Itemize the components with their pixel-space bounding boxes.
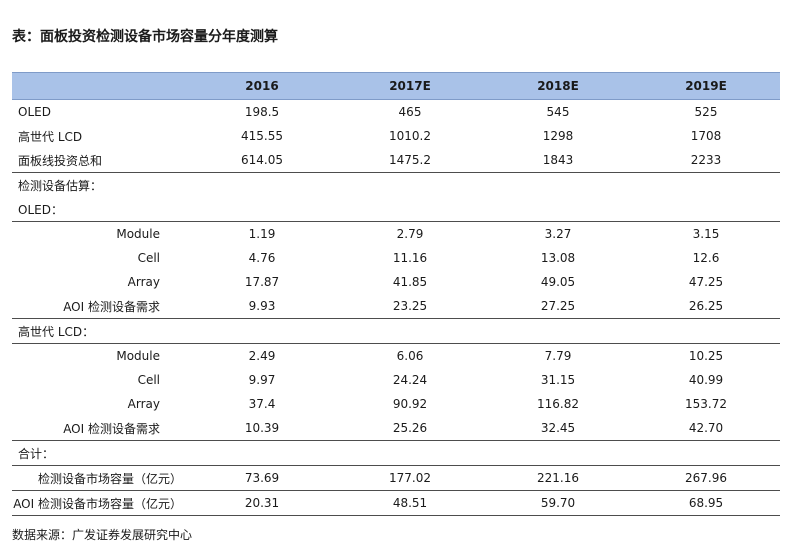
cell-value: 465 [398,105,422,119]
row-label: 高世代 LCD [18,129,83,144]
header-label-cell [12,72,188,100]
cell-value: 2.49 [188,343,336,368]
cell-value: 31.15 [540,373,576,387]
cell-value: 7.79 [484,343,632,368]
table-row: AOI 检测设备需求 9.93 23.25 27.25 26.25 [12,294,780,319]
cell-value: 17.87 [244,275,280,289]
table-row: Cell 4.76 11.16 13.08 12.6 [12,246,780,270]
cell-value: 11.16 [392,251,428,265]
cell-value: 1475.2 [389,153,431,167]
header-year: 2016 [188,72,336,100]
cell-value: 27.25 [540,299,576,313]
header-row: 2016 2017E 2018E 2019E [12,72,780,100]
total-heading: 合计： [12,440,780,466]
cell-value: 20.31 [188,490,336,516]
table-row: AOI 检测设备市场容量（亿元） 20.31 48.51 59.70 68.95 [12,490,780,516]
cell-value: 2.79 [336,221,484,246]
row-label: AOI 检测设备需求 [63,421,160,436]
table-row: Array 37.4 90.92 116.82 153.72 [12,392,780,416]
capacity-table: 2016 2017E 2018E 2019E OLED 198.5 465 54… [12,72,780,516]
cell-value: 221.16 [484,465,632,491]
data-source-note: 数据来源：广发证券发展研究中心 [12,528,193,542]
header-year: 2019E [632,72,780,100]
section-heading-row: 合计： [12,440,780,466]
cell-value: 1.19 [188,221,336,246]
cell-value: 68.95 [632,490,780,516]
table-row: Module 1.19 2.79 3.27 3.15 [12,221,780,246]
table-row: OLED 198.5 465 545 525 [12,100,780,125]
cell-value: 90.92 [392,397,428,411]
cell-value: 614.05 [241,153,283,167]
table-row: 高世代 LCD 415.55 1010.2 1298 1708 [12,124,780,148]
oled-heading: OLED： [18,202,63,217]
cell-value: 41.85 [392,275,428,289]
cell-value: 1843 [542,153,574,167]
cell-value: 525 [694,105,718,119]
cell-value: 13.08 [540,251,576,265]
row-label: Module [12,221,188,246]
cell-value: 73.69 [188,465,336,491]
row-label: AOI 检测设备需求 [63,299,160,314]
section-heading-row: 检测设备估算： [12,172,780,197]
row-label: AOI 检测设备市场容量（亿元） [12,490,188,516]
cell-value: 116.82 [537,397,579,411]
cell-value: 1708 [690,129,722,143]
cell-value: 37.4 [248,397,276,411]
table-title: 表：面板投资检测设备市场容量分年度测算 [12,29,278,45]
cell-value: 1298 [542,129,574,143]
cell-value: 9.93 [248,299,276,313]
estimate-heading: 检测设备估算： [12,172,780,197]
cell-value: 6.06 [336,343,484,368]
cell-value: 177.02 [336,465,484,491]
row-label: Array [127,397,160,411]
cell-value: 9.97 [248,373,276,387]
lcd-heading: 高世代 LCD： [12,318,780,344]
cell-value: 23.25 [392,299,428,313]
cell-value: 545 [546,105,570,119]
cell-value: 267.96 [632,465,780,491]
table-row: 面板线投资总和 614.05 1475.2 1843 2233 [12,148,780,173]
cell-value: 198.5 [244,105,280,119]
cell-value: 49.05 [540,275,576,289]
cell-value: 1010.2 [389,129,431,143]
cell-value: 42.70 [688,421,724,435]
cell-value: 10.39 [244,421,280,435]
cell-value: 12.6 [692,251,720,265]
cell-value: 24.24 [392,373,428,387]
cell-value: 3.15 [632,221,780,246]
cell-value: 26.25 [688,299,724,313]
table-row: AOI 检测设备需求 10.39 25.26 32.45 42.70 [12,416,780,441]
table-row: Cell 9.97 24.24 31.15 40.99 [12,368,780,392]
header-year: 2017E [336,72,484,100]
row-label: 面板线投资总和 [18,153,103,168]
section-heading-row: OLED： [12,197,780,222]
row-label: Module [12,343,188,368]
table-row: Array 17.87 41.85 49.05 47.25 [12,270,780,294]
cell-value: 25.26 [392,421,428,435]
cell-value: 10.25 [632,343,780,368]
cell-value: 153.72 [685,397,727,411]
row-label: OLED [18,105,51,119]
header-year: 2018E [484,72,632,100]
cell-value: 2233 [690,153,722,167]
cell-value: 4.76 [248,251,276,265]
cell-value: 48.51 [336,490,484,516]
cell-value: 59.70 [484,490,632,516]
row-label: 检测设备市场容量（亿元） [12,465,188,491]
row-label: Cell [137,251,160,265]
cell-value: 3.27 [484,221,632,246]
cell-value: 40.99 [688,373,724,387]
row-label: Cell [137,373,160,387]
row-label: Array [127,275,160,289]
cell-value: 47.25 [688,275,724,289]
table-row: 检测设备市场容量（亿元） 73.69 177.02 221.16 267.96 [12,465,780,491]
table-row: Module 2.49 6.06 7.79 10.25 [12,343,780,368]
cell-value: 415.55 [241,129,283,143]
section-heading-row: 高世代 LCD： [12,318,780,344]
cell-value: 32.45 [540,421,576,435]
